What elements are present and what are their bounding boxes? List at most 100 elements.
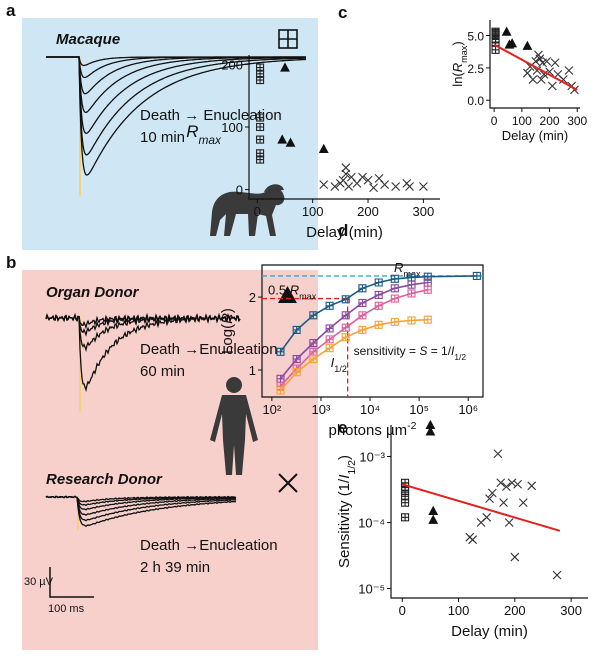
y-axis-label: ln(Rmax)	[450, 41, 469, 86]
y-tick-label: 10⁻⁵	[358, 582, 385, 597]
label-part: photons µm	[328, 422, 407, 439]
x-tick-label: 300	[567, 114, 587, 128]
label-part: Sensitivity (1/	[336, 478, 353, 568]
x-tick-label: 10³	[312, 402, 331, 417]
label-part: max	[459, 45, 469, 63]
label-part: )	[450, 41, 465, 45]
label-part: sensitivity =	[354, 344, 420, 358]
time: 60 min	[140, 363, 185, 380]
x-tick-label: 100	[512, 114, 532, 128]
data-point	[493, 449, 503, 459]
y-axis-label: Rmax	[186, 122, 222, 147]
label-part: max	[299, 292, 317, 302]
data-point	[374, 290, 383, 299]
data-point	[280, 62, 290, 72]
data-point	[407, 289, 416, 298]
data-point	[292, 325, 301, 334]
annotation: I1/2	[331, 355, 347, 374]
data-point	[468, 535, 478, 545]
data-point	[527, 481, 537, 491]
data-point	[256, 122, 265, 132]
species-label: Organ Donor	[46, 284, 140, 301]
data-point	[374, 301, 383, 310]
x-tick-label: 100	[302, 204, 324, 219]
time: 2 h 39 min	[140, 559, 210, 576]
label-part: I	[331, 355, 335, 370]
data-point	[542, 57, 552, 66]
series-line	[402, 483, 561, 532]
monkey-silhouette	[210, 184, 285, 236]
series-line	[279, 281, 428, 380]
label-part: Delay (min)	[502, 128, 568, 143]
data-point	[522, 40, 533, 50]
data-point	[513, 479, 523, 489]
data-point	[405, 182, 414, 191]
label-part: -2	[407, 420, 416, 432]
data-point	[423, 285, 432, 294]
trace	[46, 56, 306, 134]
data-point	[547, 81, 557, 91]
data-point	[318, 143, 329, 153]
data-point	[285, 137, 296, 147]
data-point	[292, 368, 301, 377]
procedure: Death →Enucleation	[140, 341, 278, 358]
axis-line	[261, 264, 484, 398]
data-point	[369, 183, 378, 193]
data-point	[341, 163, 351, 173]
data-point	[358, 311, 367, 320]
data-point	[276, 386, 285, 395]
data-point	[341, 311, 350, 320]
x-tick-label: 10⁶	[458, 402, 478, 417]
data-point	[504, 39, 515, 49]
label-part: 1/2	[454, 352, 466, 362]
data-point	[256, 75, 265, 85]
data-point	[510, 552, 520, 562]
data-point	[390, 317, 399, 326]
data-point	[472, 271, 481, 280]
data-point	[558, 75, 568, 84]
x-tick-label: 10⁴	[360, 402, 380, 417]
label-part: Delay (min)	[451, 623, 528, 640]
data-point	[407, 316, 416, 325]
data-point	[536, 75, 546, 84]
data-point	[428, 505, 439, 515]
data-point	[325, 324, 334, 333]
axis-line	[390, 425, 588, 599]
annotation: 0.5 Rmax	[268, 283, 317, 302]
macaque-icon	[278, 29, 298, 49]
x-tick-label: 300	[560, 603, 582, 618]
data-point	[358, 325, 367, 334]
data-point	[564, 66, 574, 75]
panel-letter: b	[6, 253, 16, 272]
x-tick-label: 10²	[262, 402, 281, 417]
trace	[46, 56, 306, 156]
scale-label: 30 µV	[24, 576, 54, 588]
data-point	[358, 284, 367, 293]
data-point	[539, 69, 549, 79]
axis-line	[248, 55, 440, 200]
label-part: S	[419, 344, 427, 358]
panel-letter: e	[338, 418, 347, 437]
y-tick-label: 0.0	[467, 94, 484, 108]
data-point	[391, 182, 401, 191]
x-axis-label: photons µm-2	[328, 420, 416, 439]
data-point	[341, 323, 350, 332]
data-point	[363, 175, 373, 185]
data-point	[482, 512, 492, 522]
data-point	[428, 514, 439, 524]
data-point	[380, 180, 390, 189]
data-point	[341, 169, 351, 179]
label-part: R	[186, 122, 198, 141]
panel-letter: c	[338, 3, 347, 22]
y-tick-label: 100	[221, 120, 243, 135]
data-point	[256, 113, 265, 122]
label-part: max	[199, 133, 223, 147]
label-part: 1/2	[334, 364, 347, 374]
x-axis-label: Delay (min)	[451, 623, 528, 640]
data-point	[528, 75, 538, 84]
data-point	[518, 498, 528, 508]
data-point	[401, 498, 410, 507]
trace	[45, 313, 241, 393]
x-tick-label: 200	[540, 114, 560, 128]
label-part: = 1/	[427, 344, 451, 358]
